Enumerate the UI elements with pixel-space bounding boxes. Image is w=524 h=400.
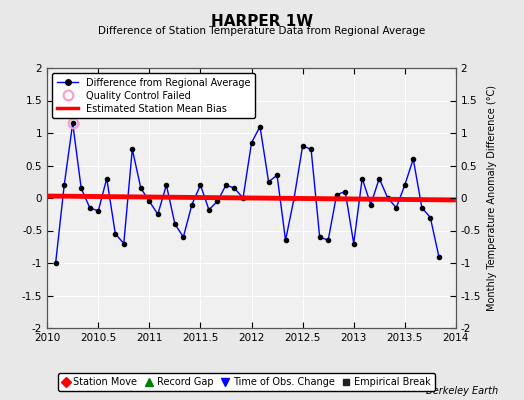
Legend: Difference from Regional Average, Quality Control Failed, Estimated Station Mean: Difference from Regional Average, Qualit… <box>52 73 255 118</box>
Text: Difference of Station Temperature Data from Regional Average: Difference of Station Temperature Data f… <box>99 26 425 36</box>
Text: Berkeley Earth: Berkeley Earth <box>425 386 498 396</box>
Y-axis label: Monthly Temperature Anomaly Difference (°C): Monthly Temperature Anomaly Difference (… <box>487 85 497 311</box>
Text: HARPER 1W: HARPER 1W <box>211 14 313 29</box>
Legend: Station Move, Record Gap, Time of Obs. Change, Empirical Break: Station Move, Record Gap, Time of Obs. C… <box>58 373 435 391</box>
